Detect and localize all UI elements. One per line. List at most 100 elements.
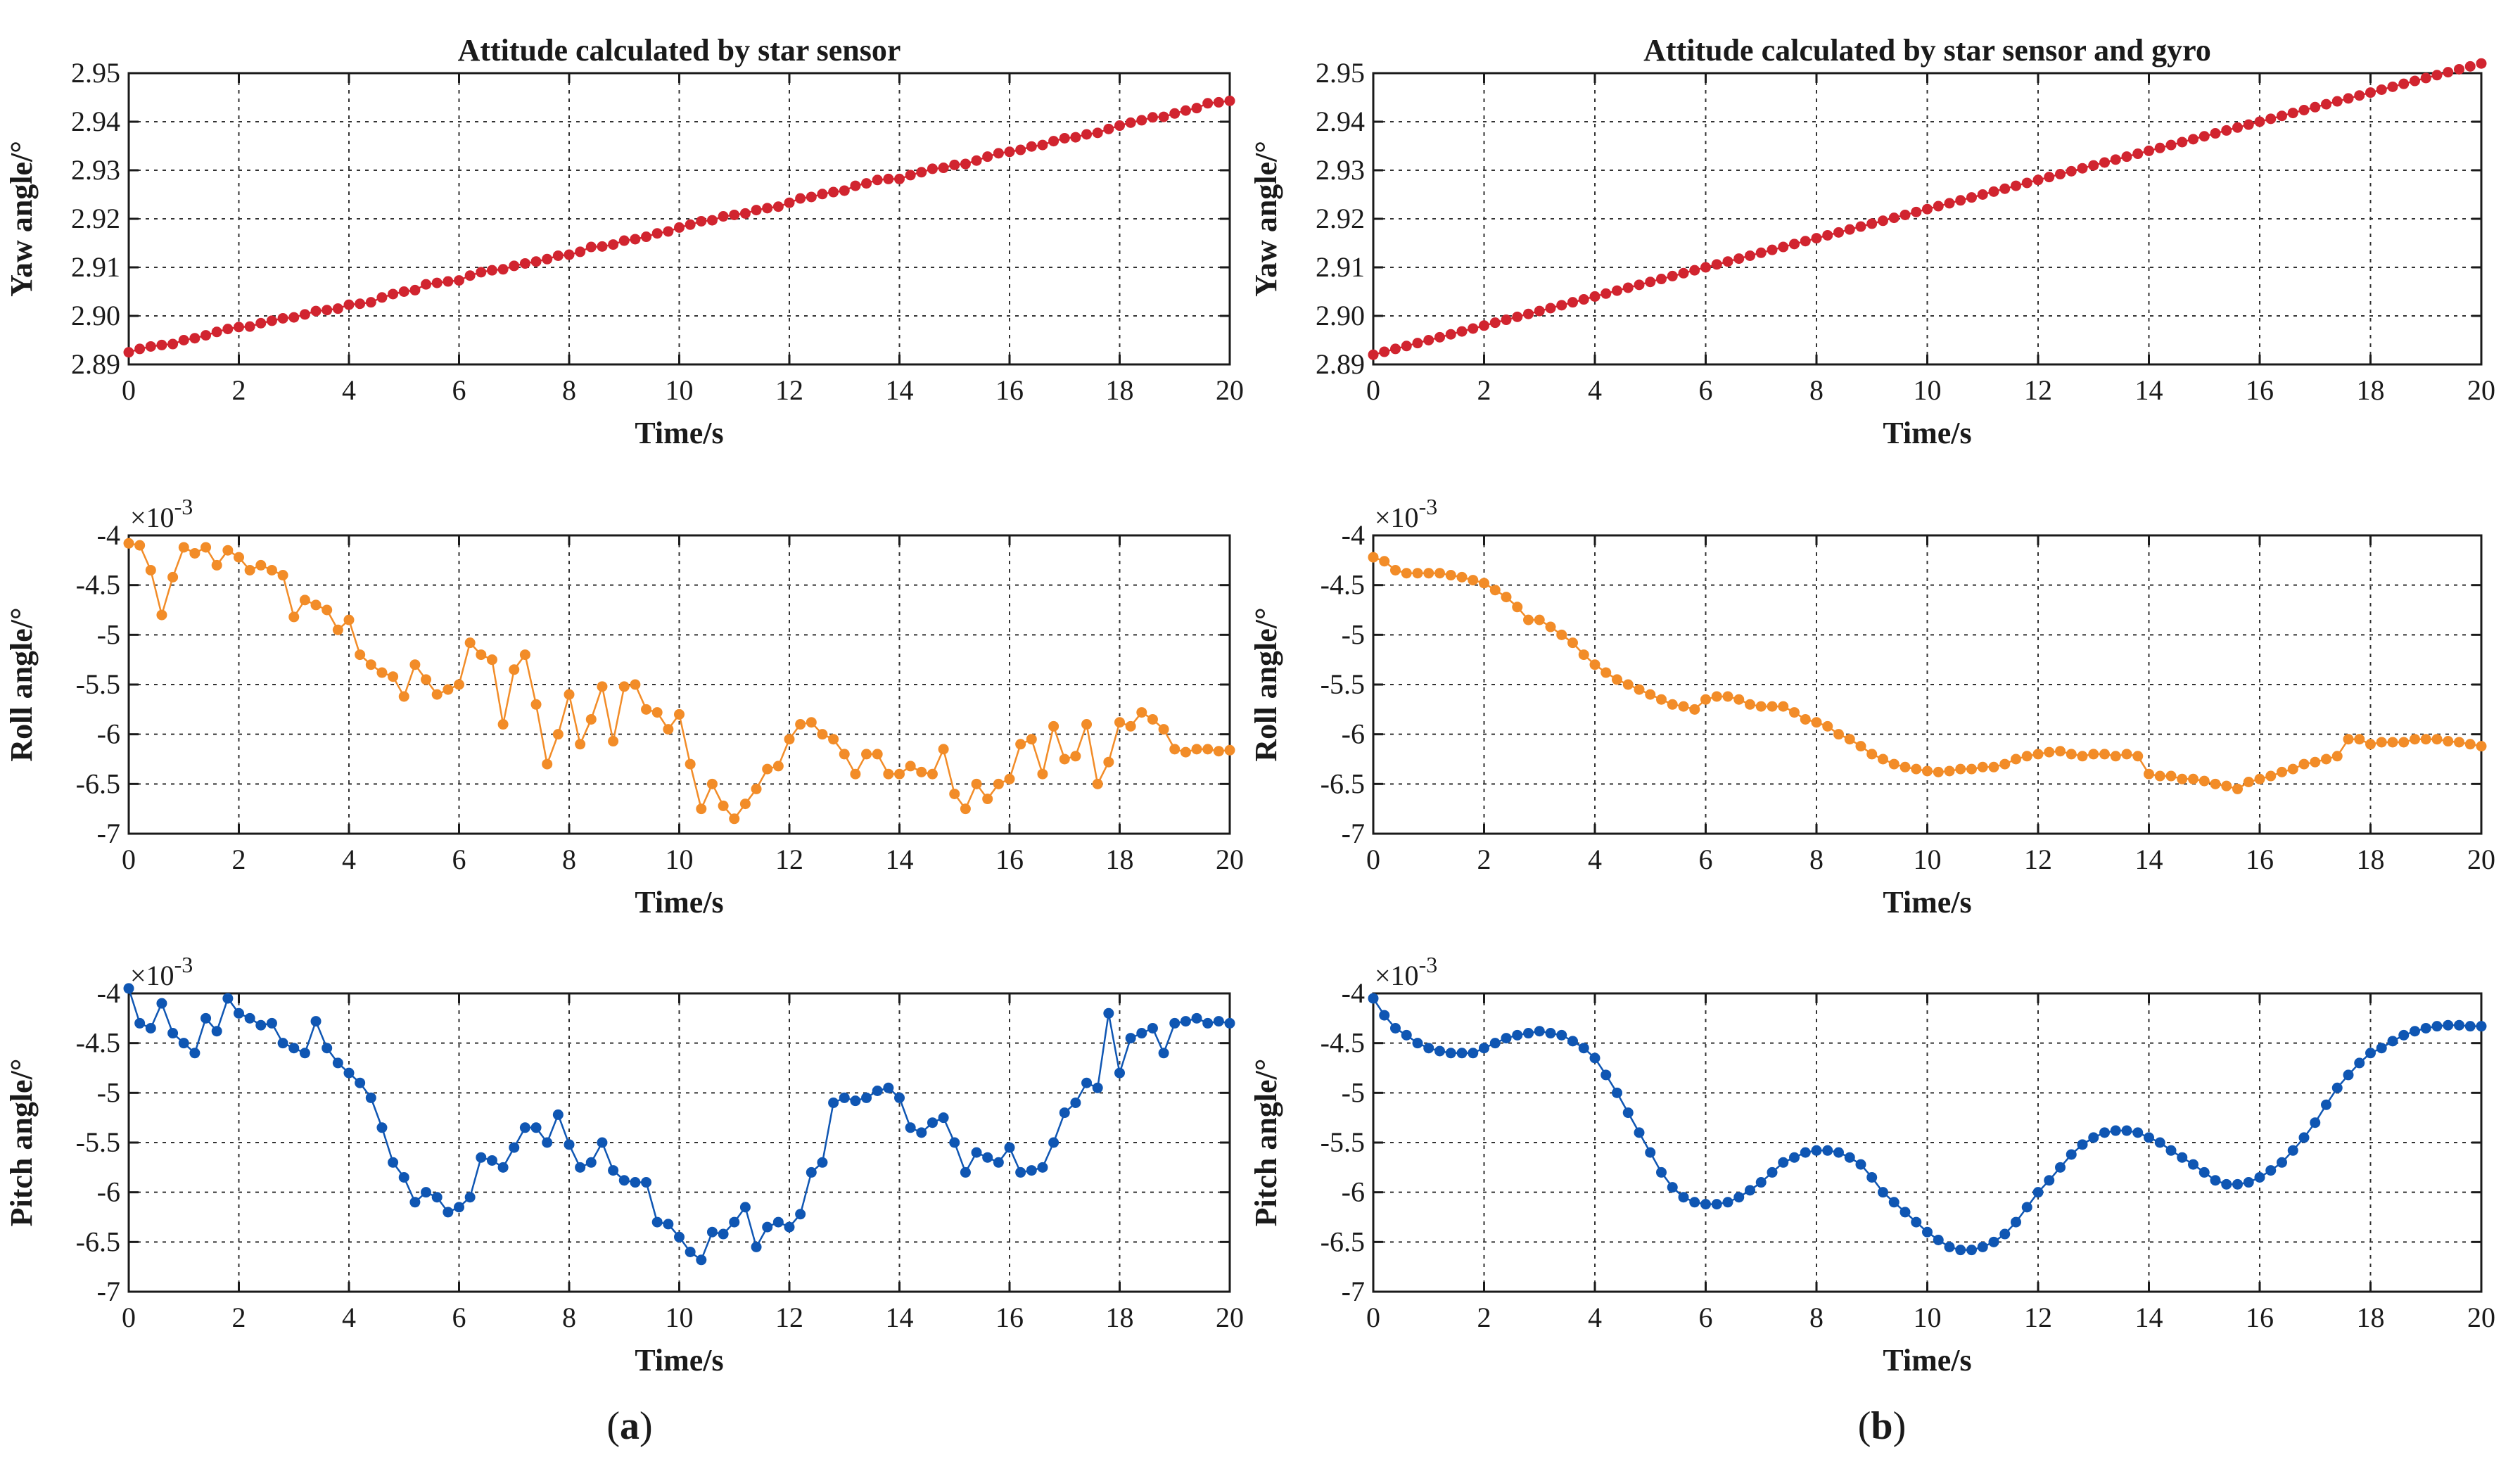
- data-point: [1368, 993, 1379, 1004]
- data-point: [1158, 724, 1169, 735]
- data-point: [916, 167, 927, 178]
- data-point: [1589, 1053, 1601, 1064]
- data-point: [244, 1012, 255, 1024]
- data-point: [2331, 751, 2343, 762]
- x-tick-label: 0: [122, 374, 136, 406]
- data-point: [201, 542, 212, 553]
- data-point: [542, 758, 553, 770]
- data-point: [1059, 1107, 1070, 1119]
- data-point: [134, 343, 146, 355]
- data-point: [1092, 1082, 1103, 1093]
- data-point: [497, 719, 509, 730]
- data-point: [178, 1038, 189, 1049]
- x-tick-label: 4: [1588, 1302, 1602, 1333]
- data-point: [1778, 701, 1789, 712]
- data-point: [1479, 320, 1489, 331]
- x-tick-label: 14: [2135, 374, 2163, 406]
- data-point: [1601, 288, 1612, 299]
- data-point: [1103, 756, 1114, 768]
- data-point: [960, 158, 971, 170]
- data-point: [2188, 134, 2198, 145]
- data-point: [1866, 749, 1878, 760]
- x-tick-label: 10: [1914, 844, 1942, 875]
- data-point: [2032, 1187, 2044, 1198]
- data-point: [2088, 1132, 2099, 1143]
- data-point: [1578, 649, 1589, 661]
- data-point: [685, 758, 696, 770]
- x-tick-label: 14: [886, 1302, 914, 1333]
- data-point: [927, 1117, 938, 1128]
- data-point: [1878, 215, 1888, 227]
- data-point: [1512, 602, 1523, 613]
- data-point: [388, 671, 399, 682]
- data-point: [1180, 746, 1191, 758]
- data-point: [2277, 1157, 2287, 1168]
- data-point: [1888, 212, 1899, 224]
- data-point: [145, 1022, 156, 1034]
- data-point: [1955, 195, 1966, 206]
- data-point: [1070, 1097, 1081, 1108]
- x-tick-label: 18: [1106, 374, 1134, 406]
- data-point: [464, 637, 476, 649]
- data-point: [1844, 1152, 1855, 1163]
- data-point: [2254, 773, 2265, 784]
- data-point: [2099, 1127, 2110, 1138]
- data-point: [1224, 1017, 1235, 1029]
- data-point: [222, 993, 234, 1004]
- data-point: [2243, 777, 2254, 788]
- data-point: [2354, 1057, 2365, 1069]
- data-point: [2410, 75, 2420, 87]
- x-tick-label: 20: [1216, 844, 1244, 875]
- data-point: [222, 545, 234, 556]
- data-point: [1004, 1142, 1015, 1153]
- data-point: [1434, 568, 1445, 579]
- x-tick-label: 4: [1588, 374, 1602, 406]
- data-point: [211, 1026, 222, 1037]
- data-point: [443, 684, 454, 695]
- data-point: [1468, 575, 1479, 586]
- data-point: [1811, 1145, 1822, 1156]
- data-point: [1445, 1048, 1456, 1059]
- data-point: [982, 151, 993, 163]
- x-tick-label: 2: [1477, 1302, 1491, 1333]
- data-point: [618, 235, 630, 246]
- data-point: [1678, 701, 1689, 712]
- data-point: [2044, 746, 2055, 758]
- data-point: [2354, 90, 2365, 101]
- data-point: [310, 1016, 322, 1027]
- data-point: [2110, 154, 2121, 165]
- data-point: [343, 614, 355, 625]
- x-tick-label: 18: [2357, 1302, 2385, 1333]
- y-tick-label: -6: [97, 718, 120, 750]
- data-point: [795, 719, 806, 730]
- data-point: [266, 1017, 277, 1029]
- x-tick-label: 2: [232, 844, 246, 875]
- x-tick-label: 18: [2357, 844, 2385, 875]
- data-point: [651, 228, 663, 239]
- data-point: [1114, 1067, 1125, 1079]
- data-point: [1026, 141, 1037, 152]
- data-point: [1977, 189, 1988, 200]
- y-tick-label: -5: [97, 618, 120, 650]
- data-point: [1578, 294, 1589, 305]
- axis-exponent-label: ×10-3: [1375, 494, 1437, 533]
- data-point: [839, 1092, 850, 1103]
- x-tick-label: 8: [1809, 844, 1824, 875]
- data-point: [1545, 1028, 1556, 1039]
- data-point: [2210, 1175, 2221, 1186]
- data-point: [1059, 753, 1070, 765]
- data-point: [2376, 84, 2387, 95]
- data-point: [762, 203, 773, 214]
- data-point: [1855, 741, 1866, 752]
- data-point: [1037, 768, 1048, 780]
- y-tick-label: 2.89: [1316, 348, 1365, 380]
- y-tick-label: -6.5: [76, 768, 120, 799]
- data-point: [850, 768, 861, 780]
- data-point: [476, 267, 487, 278]
- data-point: [850, 1095, 861, 1107]
- data-point: [817, 729, 828, 740]
- data-point: [123, 538, 134, 549]
- data-point: [585, 241, 597, 253]
- y-tick-label: -4.5: [1321, 1027, 1365, 1059]
- data-point: [1933, 766, 1944, 777]
